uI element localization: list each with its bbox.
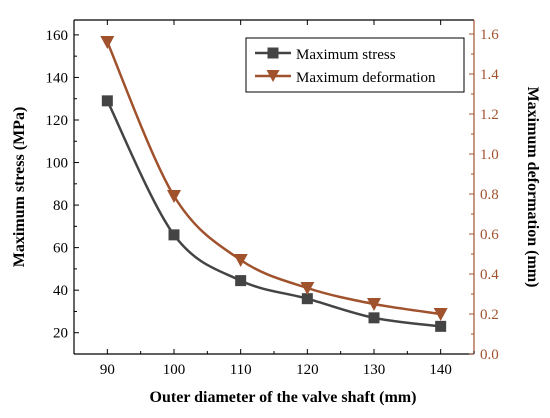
y-right-tick-label: 0.8 xyxy=(480,187,499,203)
series-line-stress xyxy=(106,100,441,328)
y-left-tick-label: 40 xyxy=(53,283,68,299)
y-left-tick-label: 160 xyxy=(46,28,69,44)
y-left-tick-label: 80 xyxy=(53,198,68,214)
y-right-tick-label: 1.0 xyxy=(480,147,499,163)
data-point-stress xyxy=(235,275,247,287)
x-tick-label: 140 xyxy=(429,362,452,378)
data-point-deformation xyxy=(367,298,381,311)
y-left-tick-label: 120 xyxy=(46,113,69,129)
y-right-tick-label: 1.4 xyxy=(480,67,499,83)
y-axis-right-title: Maximum deformation (mm) xyxy=(524,87,541,288)
legend-label-deformation: Maximum deformation xyxy=(296,70,436,86)
legend-marker-stress xyxy=(267,47,279,59)
data-point-deformation xyxy=(300,282,315,295)
y-right-tick-label: 1.6 xyxy=(480,27,499,43)
data-point-stress xyxy=(368,312,380,324)
x-tick-label: 90 xyxy=(100,362,115,378)
y-right-tick-label: 0.4 xyxy=(480,267,499,283)
data-point-stress xyxy=(435,320,447,332)
y-left-tick-label: 140 xyxy=(46,70,69,86)
x-tick-label: 120 xyxy=(296,362,319,378)
legend: Maximum stress Maximum deformation xyxy=(245,37,465,93)
legend-label-stress: Maximum stress xyxy=(296,47,396,63)
y-right-tick-label: 0.2 xyxy=(480,307,499,323)
y-right-tick-label: 1.2 xyxy=(480,107,499,123)
data-point-deformation xyxy=(100,36,115,49)
y-left-tick-label: 20 xyxy=(53,326,68,342)
axes-layer: 90 100 110 120 130 140 20 40 60 80 100 120 140 160 0.0… xyxy=(46,19,499,378)
x-axis-title: Outer diameter of the valve shaft (mm) xyxy=(150,389,417,406)
y-left-tick-label: 60 xyxy=(53,241,68,257)
y-axis-left-title: Maximum stress (MPa) xyxy=(11,107,28,268)
data-point-stress xyxy=(101,95,113,107)
series-layer xyxy=(100,36,448,332)
y-right-tick-label: 0.0 xyxy=(480,347,499,363)
y-right-tick-label: 0.6 xyxy=(480,227,499,243)
x-tick-label: 110 xyxy=(230,362,252,378)
y-left-tick-label: 100 xyxy=(46,156,69,172)
data-point-stress xyxy=(168,229,180,241)
data-point-stress xyxy=(301,293,313,305)
data-point-deformation xyxy=(433,308,448,321)
x-tick-label: 130 xyxy=(363,362,386,378)
data-point-deformation xyxy=(167,190,181,203)
legend-box xyxy=(245,37,465,93)
legend-marker-deformation xyxy=(266,70,280,82)
data-point-deformation xyxy=(233,254,248,267)
x-tick-label: 100 xyxy=(163,362,186,378)
